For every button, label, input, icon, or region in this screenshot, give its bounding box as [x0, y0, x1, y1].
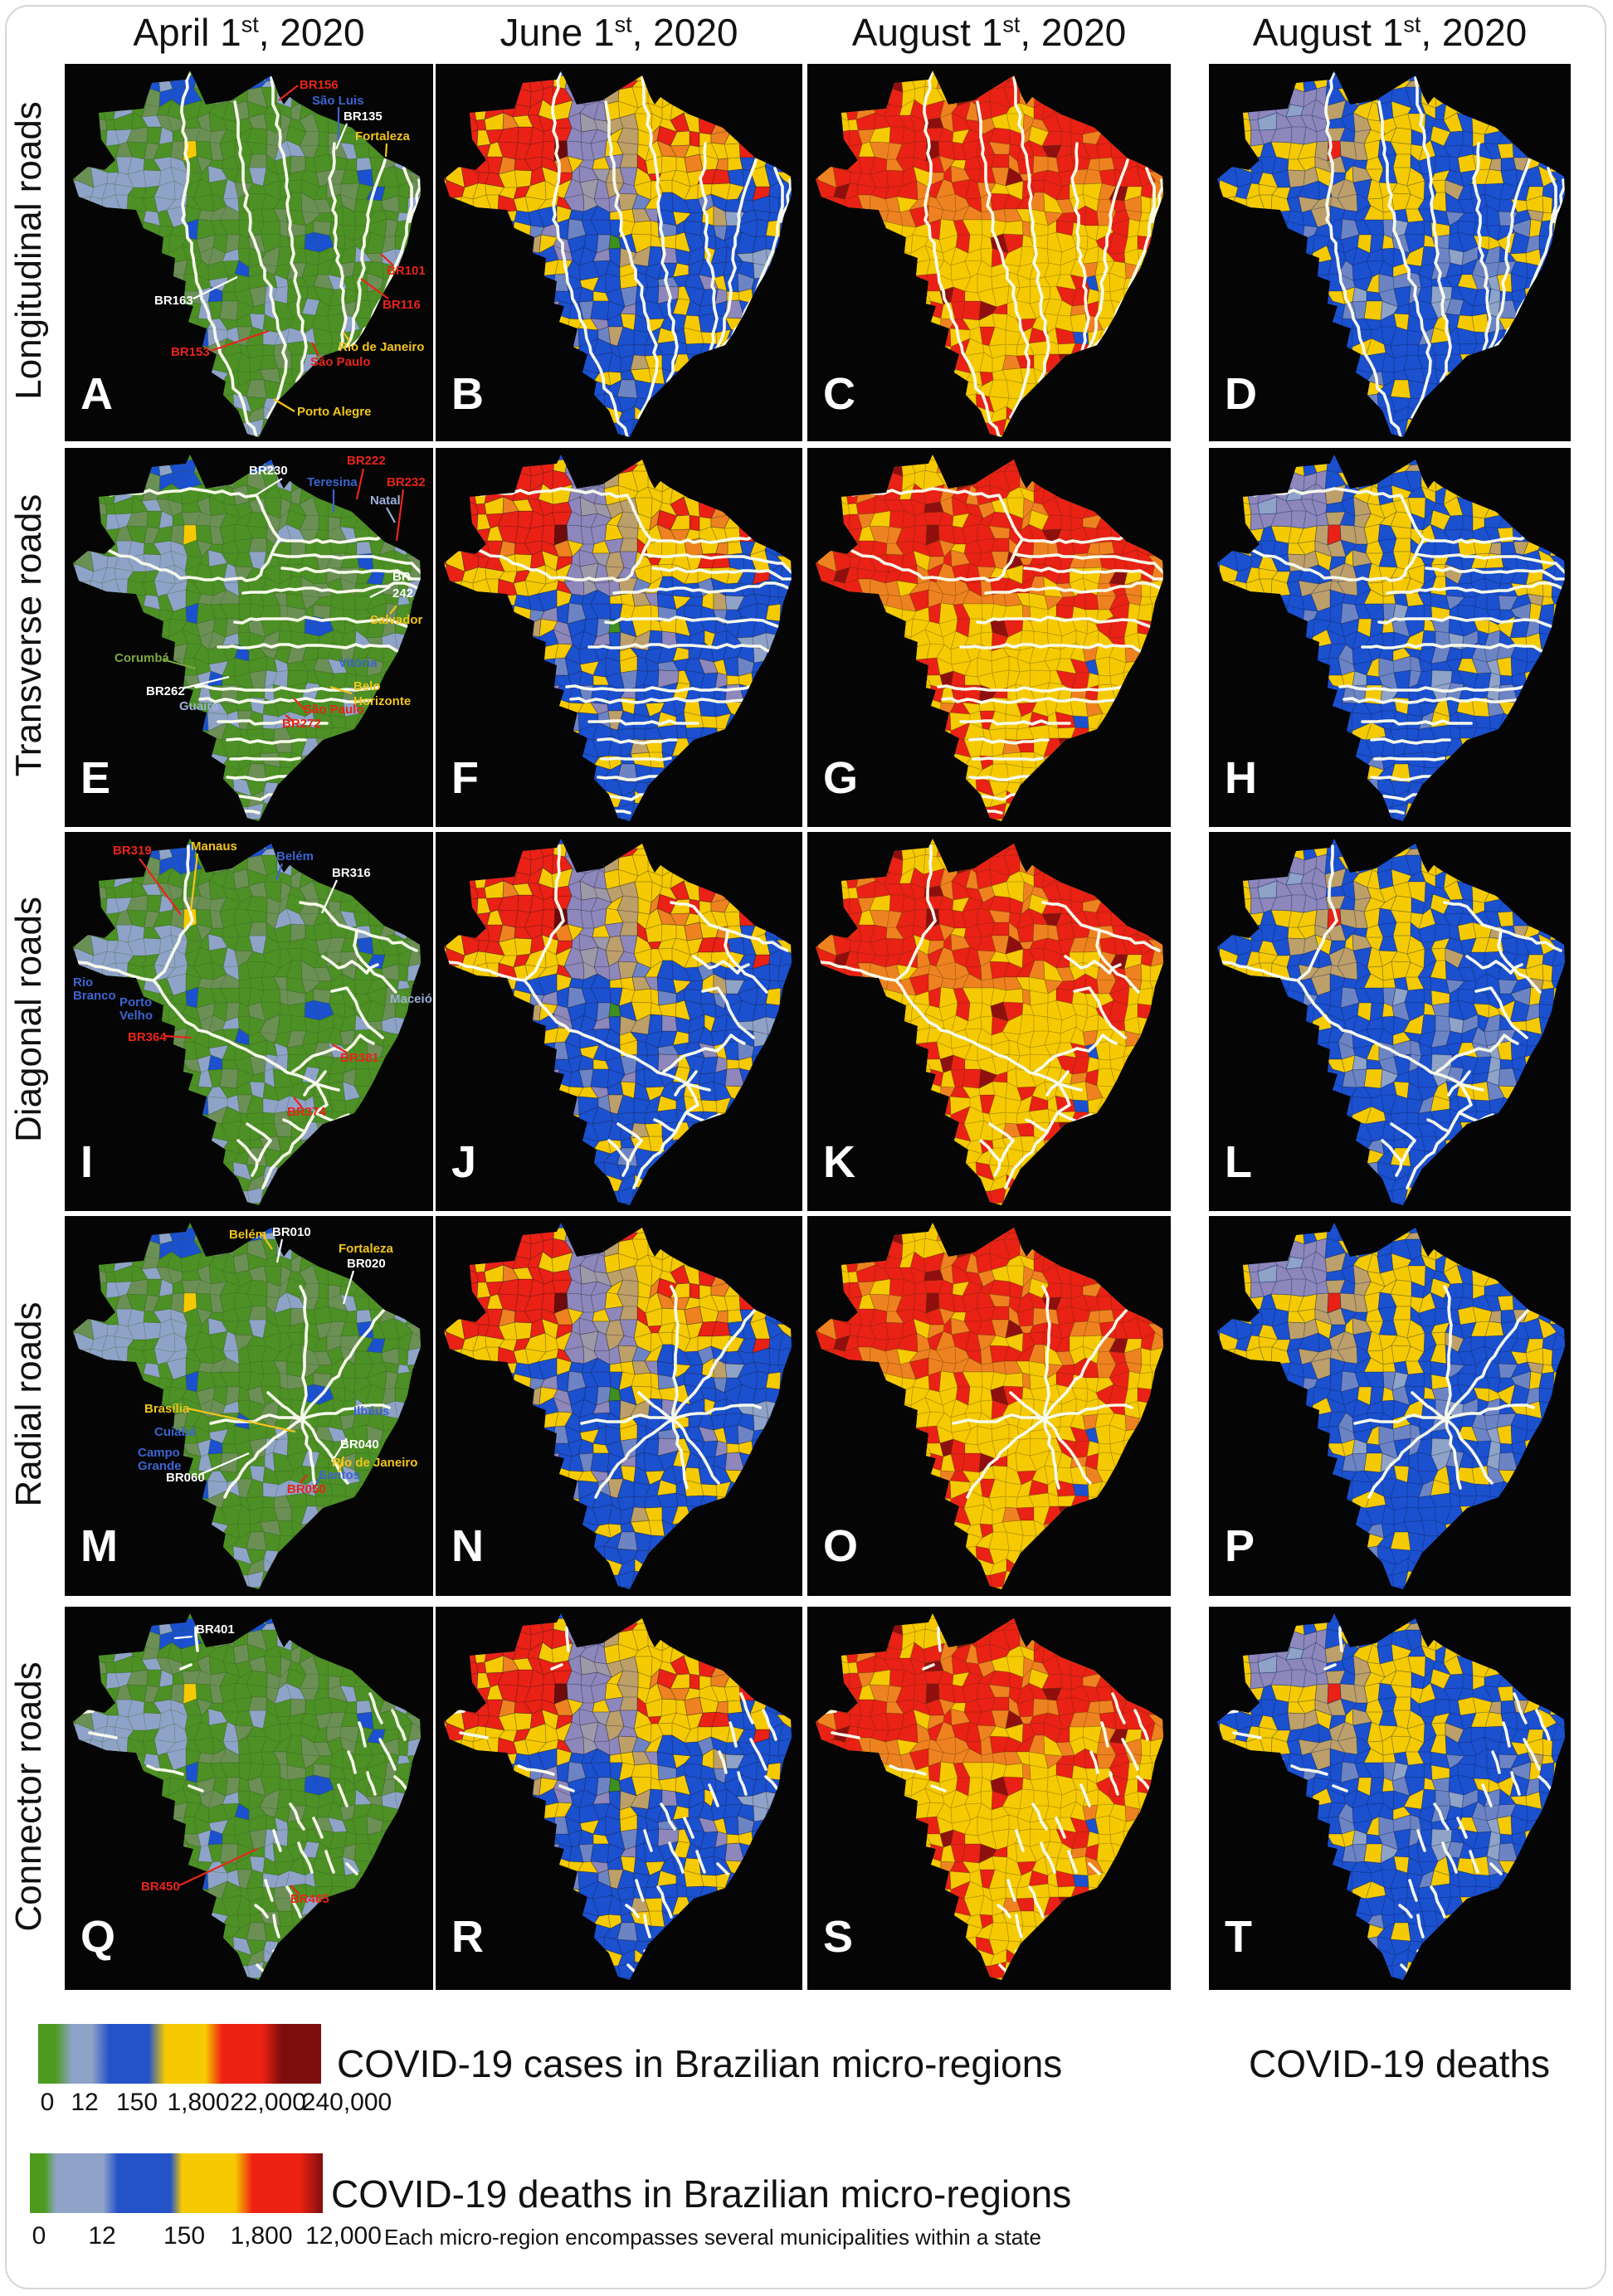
svg-text:Fortaleza: Fortaleza	[339, 1242, 394, 1256]
svg-text:K: K	[823, 1137, 855, 1187]
svg-text:Belém: Belém	[276, 849, 314, 863]
svg-text:Rio: Rio	[73, 975, 93, 990]
svg-text:BR272: BR272	[282, 717, 321, 731]
svg-text:BR101: BR101	[387, 264, 426, 278]
svg-text:Natal: Natal	[370, 494, 401, 508]
svg-text:BR364: BR364	[128, 1030, 167, 1044]
svg-text:BR450: BR450	[141, 1880, 180, 1894]
svg-text:T: T	[1225, 1912, 1252, 1962]
svg-text:Rio de Janeiro: Rio de Janeiro	[332, 1456, 417, 1470]
svg-text:Fortaleza: Fortaleza	[355, 129, 411, 144]
svg-text:BR374: BR374	[287, 1105, 326, 1119]
svg-text:BR316: BR316	[332, 866, 371, 880]
svg-text:BR: BR	[392, 570, 411, 584]
svg-text:BR156: BR156	[300, 78, 339, 92]
svg-text:BR381: BR381	[340, 1051, 379, 1065]
svg-text:BR040: BR040	[340, 1437, 379, 1452]
svg-text:Grande: Grande	[138, 1459, 182, 1473]
svg-text:242: 242	[392, 586, 413, 601]
svg-text:J: J	[451, 1137, 476, 1187]
svg-text:P: P	[1225, 1521, 1255, 1571]
svg-text:Q: Q	[80, 1912, 115, 1962]
svg-text:Teresina: Teresina	[307, 475, 358, 489]
svg-text:BR230: BR230	[249, 464, 288, 478]
svg-text:H: H	[1225, 753, 1257, 803]
svg-text:N: N	[451, 1521, 484, 1571]
svg-text:S: S	[823, 1912, 853, 1962]
svg-text:BR232: BR232	[387, 475, 426, 489]
svg-text:Velho: Velho	[119, 1009, 153, 1023]
svg-text:BR222: BR222	[347, 454, 386, 468]
svg-text:Belém: Belém	[229, 1228, 266, 1242]
svg-text:F: F	[451, 753, 479, 803]
svg-text:Porto: Porto	[119, 995, 152, 1009]
svg-text:BR262: BR262	[146, 684, 185, 698]
svg-text:Vitória: Vitória	[339, 656, 378, 670]
svg-text:BR135: BR135	[344, 109, 383, 124]
svg-text:Ilhéus: Ilhéus	[353, 1404, 389, 1418]
svg-text:BR163: BR163	[154, 294, 193, 308]
svg-text:BR465: BR465	[290, 1892, 329, 1906]
svg-text:L: L	[1225, 1137, 1252, 1187]
svg-text:BR116: BR116	[383, 298, 421, 312]
svg-text:Guaira: Guaira	[179, 699, 219, 713]
svg-text:E: E	[80, 753, 110, 803]
svg-text:O: O	[823, 1521, 858, 1571]
svg-text:BR020: BR020	[347, 1257, 386, 1271]
svg-text:I: I	[80, 1137, 93, 1187]
svg-text:BR153: BR153	[171, 345, 210, 359]
svg-text:G: G	[823, 753, 858, 803]
svg-text:BR401: BR401	[196, 1622, 235, 1637]
svg-text:Rio de Janeiro: Rio de Janeiro	[339, 340, 424, 354]
svg-text:Santos: Santos	[319, 1468, 360, 1482]
svg-text:São Paulo: São Paulo	[304, 703, 364, 717]
svg-text:Porto Alegre: Porto Alegre	[297, 405, 371, 419]
svg-text:Branco: Branco	[73, 989, 116, 1003]
svg-text:M: M	[80, 1521, 118, 1571]
svg-text:São Paulo: São Paulo	[310, 355, 371, 369]
svg-text:Maceió: Maceió	[390, 992, 432, 1006]
svg-text:C: C	[823, 369, 855, 419]
svg-text:Horizonte: Horizonte	[353, 694, 411, 708]
svg-text:Belo: Belo	[353, 679, 381, 693]
svg-text:Brasília: Brasília	[144, 1402, 190, 1416]
svg-text:BR060: BR060	[166, 1471, 205, 1485]
svg-text:Corumbá: Corumbá	[115, 651, 169, 665]
svg-text:Cuiabá: Cuiabá	[154, 1425, 197, 1439]
svg-text:D: D	[1225, 369, 1257, 419]
svg-text:B: B	[451, 369, 484, 419]
svg-text:R: R	[451, 1912, 484, 1962]
svg-text:BR010: BR010	[272, 1225, 311, 1239]
svg-text:BR319: BR319	[113, 844, 152, 858]
svg-text:Manaus: Manaus	[191, 839, 237, 854]
svg-text:Salvador: Salvador	[370, 613, 423, 627]
svg-text:Campo: Campo	[138, 1446, 180, 1460]
svg-text:A: A	[80, 369, 113, 419]
svg-text:BR050: BR050	[287, 1482, 326, 1496]
svg-text:São Luis: São Luis	[312, 94, 364, 108]
